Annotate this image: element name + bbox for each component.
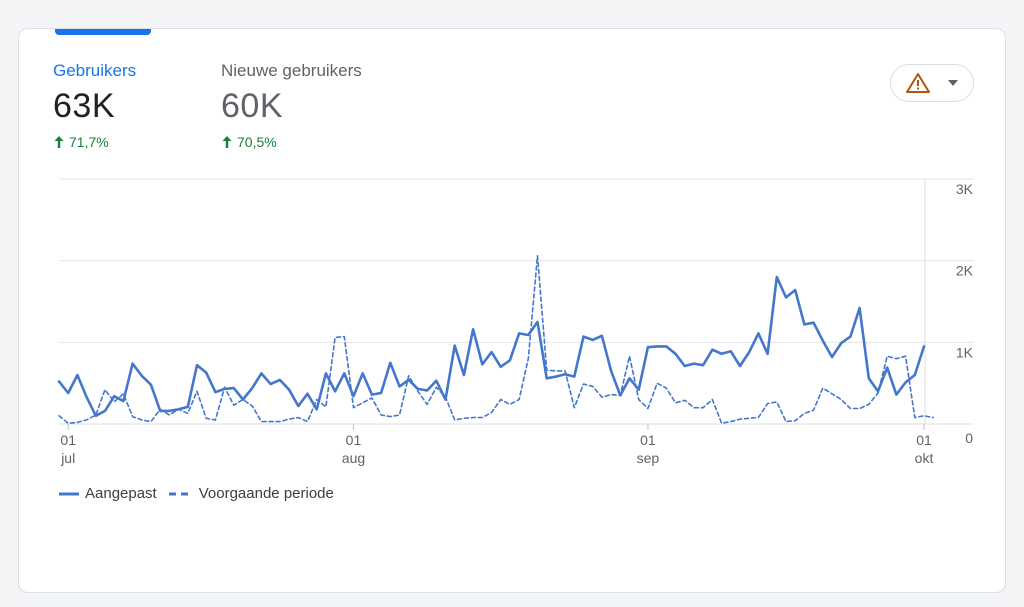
- legend-label-previous: Voorgaande periode: [198, 485, 334, 502]
- legend-label-current: Aangepast: [85, 485, 157, 502]
- metric-new-users-label: Nieuwe gebruikers: [221, 61, 362, 80]
- metric-users-change-value: 71,7%: [69, 134, 109, 150]
- x-tick-month-label: aug: [342, 450, 365, 466]
- metric-users[interactable]: Gebruikers 63K 71,7%: [53, 61, 136, 150]
- users-overview-card: Gebruikers 63K 71,7% Nieuwe gebruikers 6…: [18, 28, 1006, 593]
- y-tick-label: 0: [965, 430, 973, 446]
- chart-legend: Aangepast Voorgaande periode: [59, 485, 334, 502]
- metric-users-label: Gebruikers: [53, 61, 137, 80]
- arrow-up-icon: [54, 136, 64, 148]
- metric-users-change: 71,7%: [53, 134, 136, 150]
- x-tick-month-label: sep: [637, 450, 660, 466]
- x-tick-day-label: 01: [640, 432, 656, 448]
- metric-new-users-change-value: 70,5%: [237, 134, 277, 150]
- alert-dropdown-button[interactable]: [890, 64, 974, 102]
- warning-triangle-icon: [906, 73, 930, 93]
- metric-new-users[interactable]: Nieuwe gebruikers 60K 70,5%: [221, 61, 362, 150]
- active-tab-indicator: [55, 29, 151, 35]
- legend-item-previous[interactable]: Voorgaande periode: [168, 485, 334, 502]
- arrow-up-icon: [222, 136, 232, 148]
- dashed-line-swatch: [168, 492, 193, 495]
- x-tick-day-label: 01: [916, 432, 932, 448]
- solid-line-swatch: [59, 492, 79, 495]
- y-tick-label: 1K: [956, 344, 974, 360]
- y-tick-label: 3K: [956, 181, 974, 197]
- users-line-chart: 3K 2K 1K 0 01 jul 01 aug 01 sep 01 okt: [57, 178, 974, 466]
- series-line-previous: [58, 255, 935, 425]
- caret-down-icon: [948, 80, 958, 86]
- legend-item-current[interactable]: Aangepast: [59, 485, 157, 502]
- x-tick-month-label: okt: [915, 450, 934, 466]
- y-tick-label: 2K: [956, 263, 974, 279]
- x-tick-day-label: 01: [346, 432, 362, 448]
- metric-new-users-change: 70,5%: [221, 134, 362, 150]
- metric-users-value: 63K: [53, 87, 115, 125]
- series-line-current: [57, 275, 926, 418]
- metric-new-users-value: 60K: [221, 87, 283, 125]
- x-tick-month-label: jul: [60, 450, 75, 466]
- x-tick-day-label: 01: [60, 432, 76, 448]
